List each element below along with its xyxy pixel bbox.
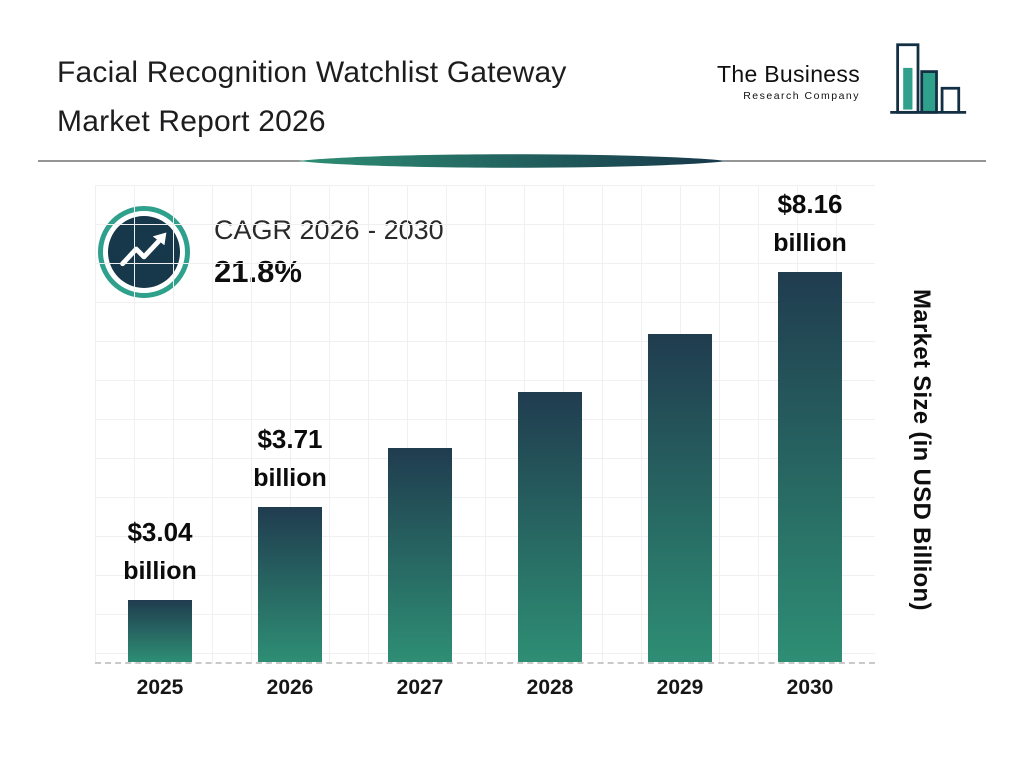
bar-2026 (258, 507, 322, 662)
x-axis-label-2030: 2030 (786, 676, 834, 699)
page-title-line1: Facial Recognition Watchlist Gateway (57, 56, 567, 89)
bar-value-amount: $3.71 (257, 424, 323, 454)
logo-name: The Business (717, 61, 860, 87)
page-title-line2: Market Report 2026 (57, 105, 326, 138)
bar-value-unit: billion (773, 229, 847, 257)
plot-area: $3.04 billion $3.71 billion $8.16 billion (95, 185, 875, 664)
bar-column-2028 (485, 392, 615, 662)
bar-2025 (128, 600, 192, 662)
bar-2028 (518, 392, 582, 662)
bar-value-amount: $8.16 (777, 189, 843, 219)
header-divider (38, 150, 986, 172)
bar-value-unit: billion (123, 557, 197, 585)
company-logo-text: The Business Research Company (717, 61, 860, 102)
bar-value-label-2030: $8.16 billion (773, 189, 847, 258)
bar-column-2025: $3.04 billion (95, 517, 225, 662)
bar-chart-logo-icon (868, 40, 968, 123)
y-axis-label: Market Size (in USD Billion) (908, 289, 935, 611)
logo-subname: Research Company (743, 90, 860, 102)
x-axis-label-2027: 2027 (396, 676, 444, 699)
x-axis-label-2028: 2028 (526, 676, 574, 699)
bar-value-amount: $3.04 (127, 517, 193, 547)
bar-2027 (388, 448, 452, 662)
bar-column-2026: $3.71 billion (225, 424, 355, 662)
bar-2029 (648, 334, 712, 662)
bar-value-label-2026: $3.71 billion (253, 424, 327, 493)
bar-column-2029 (615, 334, 745, 662)
bar-2030 (778, 272, 842, 662)
bar-value-label-2025: $3.04 billion (123, 517, 197, 586)
company-logo: The Business Research Company (717, 40, 968, 123)
x-axis-labels: 2025 2026 2027 2028 2029 2030 (95, 676, 875, 700)
page-title: Facial Recognition Watchlist Gateway Mar… (57, 48, 717, 146)
bar-value-unit: billion (253, 464, 327, 492)
x-axis-label-2026: 2026 (266, 676, 314, 699)
x-axis-label-2029: 2029 (656, 676, 704, 699)
x-axis-label-2025: 2025 (136, 676, 184, 699)
bar-column-2027 (355, 448, 485, 662)
bar-column-2030: $8.16 billion (745, 189, 875, 662)
